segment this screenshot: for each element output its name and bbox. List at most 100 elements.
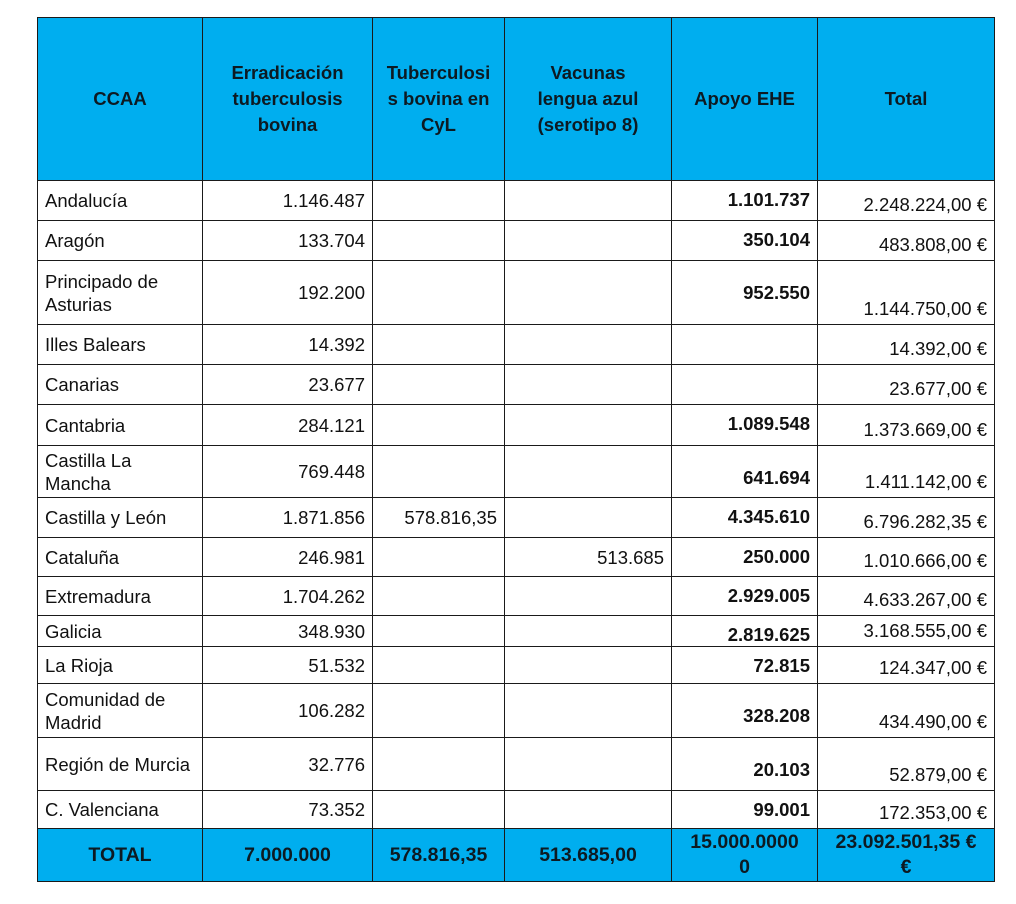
table-row: Canarias 23.677 23.677,00 € — [37, 364, 995, 405]
cell-vacunas — [504, 737, 672, 791]
cell-ccaa: Comunidad de Madrid — [37, 683, 203, 738]
table-row: C. Valenciana 73.352 99.001 172.353,00 € — [37, 790, 995, 829]
cell-erradicacion: 284.121 — [202, 404, 373, 446]
cell-total: 172.353,00 € — [817, 790, 995, 829]
cell-tb-cyl — [372, 220, 505, 261]
cell-ehe: 350.104 — [671, 220, 818, 261]
cell-tb-cyl: 578.816,35 — [372, 497, 505, 538]
totals-ehe: 15.000.0000 0 — [671, 828, 818, 882]
totals-tb-cyl: 578.816,35 — [372, 828, 505, 882]
cell-vacunas — [504, 324, 672, 365]
cell-total: 52.879,00 € — [817, 737, 995, 791]
header-apoyo-ehe: Apoyo EHE — [671, 17, 818, 181]
totals-total: 23.092.501,35 € € — [817, 828, 995, 882]
cell-vacunas — [504, 220, 672, 261]
cell-tb-cyl — [372, 646, 505, 684]
cell-vacunas — [504, 404, 672, 446]
cell-total: 4.633.267,00 € — [817, 576, 995, 616]
cell-ccaa: Extremadura — [37, 576, 203, 616]
cell-tb-cyl — [372, 364, 505, 405]
cell-total: 1.411.142,00 € — [817, 445, 995, 498]
cell-ehe: 641.694 — [671, 445, 818, 498]
cell-tb-cyl — [372, 445, 505, 498]
table-row: Castilla y León 1.871.856 578.816,35 4.345.… — [37, 497, 995, 538]
cell-erradicacion: 73.352 — [202, 790, 373, 829]
cell-erradicacion: 246.981 — [202, 537, 373, 577]
cell-ehe: 328.208 — [671, 683, 818, 738]
cell-vacunas — [504, 576, 672, 616]
cell-vacunas — [504, 180, 672, 221]
cell-vacunas — [504, 790, 672, 829]
table-row: Aragón 133.704 350.104 483.808,00 € — [37, 220, 995, 261]
totals-vacunas: 513.685,00 — [504, 828, 672, 882]
cell-ccaa: Castilla La Mancha — [37, 445, 203, 498]
table-row: Galicia 348.930 2.819.625 3.168.555,00 € — [37, 615, 995, 647]
cell-ccaa: C. Valenciana — [37, 790, 203, 829]
cell-ccaa: Galicia — [37, 615, 203, 647]
cell-tb-cyl — [372, 737, 505, 791]
cell-tb-cyl — [372, 576, 505, 616]
cell-vacunas — [504, 445, 672, 498]
cell-ehe: 250.000 — [671, 537, 818, 577]
header-tb-cyl: Tuberculosi s bovina en CyL — [372, 17, 505, 181]
cell-erradicacion: 14.392 — [202, 324, 373, 365]
cell-erradicacion: 1.146.487 — [202, 180, 373, 221]
table-row: Cataluña 246.981 513.685 250.000 1.010.666,0… — [37, 537, 995, 577]
cell-total: 3.168.555,00 € — [817, 615, 995, 647]
cell-vacunas — [504, 683, 672, 738]
cell-ccaa: Cataluña — [37, 537, 203, 577]
cell-tb-cyl — [372, 324, 505, 365]
cell-ccaa: Aragón — [37, 220, 203, 261]
cell-ccaa: Región de Murcia — [37, 737, 203, 791]
table-row: Comunidad de Madrid 106.282 328.208 434.490… — [37, 683, 995, 738]
cell-total: 14.392,00 € — [817, 324, 995, 365]
header-ccaa: CCAA — [37, 17, 203, 181]
header-erradicacion: Erradicación tuberculosis bovina — [202, 17, 373, 181]
table-row: Extremadura 1.704.262 2.929.005 4.633.267,0… — [37, 576, 995, 616]
cell-total: 483.808,00 € — [817, 220, 995, 261]
cell-tb-cyl — [372, 404, 505, 446]
cell-vacunas — [504, 497, 672, 538]
cell-tb-cyl — [372, 260, 505, 325]
cell-tb-cyl — [372, 537, 505, 577]
cell-total: 1.144.750,00 € — [817, 260, 995, 325]
cell-ehe: 952.550 — [671, 260, 818, 325]
cell-ehe: 20.103 — [671, 737, 818, 791]
cell-total: 23.677,00 € — [817, 364, 995, 405]
cell-ehe: 72.815 — [671, 646, 818, 684]
totals-erradicacion: 7.000.000 — [202, 828, 373, 882]
cell-ccaa: Castilla y León — [37, 497, 203, 538]
table-row: Illes Balears 14.392 14.392,00 € — [37, 324, 995, 365]
cell-ehe: 4.345.610 — [671, 497, 818, 538]
cell-ccaa: Andalucía — [37, 180, 203, 221]
cell-total: 1.373.669,00 € — [817, 404, 995, 446]
cell-ehe: 99.001 — [671, 790, 818, 829]
cell-total: 434.490,00 € — [817, 683, 995, 738]
cell-ccaa: La Rioja — [37, 646, 203, 684]
cell-vacunas — [504, 260, 672, 325]
cell-tb-cyl — [372, 180, 505, 221]
cell-ehe: 2.819.625 — [671, 615, 818, 647]
cell-vacunas — [504, 646, 672, 684]
cell-ccaa: Canarias — [37, 364, 203, 405]
cell-total: 6.796.282,35 € — [817, 497, 995, 538]
totals-row: TOTAL 7.000.000 578.816,35 513.685,00 15… — [37, 828, 995, 882]
totals-label: TOTAL — [37, 828, 203, 882]
table-row: Principado de Asturias 192.200 952.550 1.14… — [37, 260, 995, 325]
cell-vacunas — [504, 615, 672, 647]
table-row: Castilla La Mancha 769.448 641.694 1.411.14… — [37, 445, 995, 498]
cell-erradicacion: 348.930 — [202, 615, 373, 647]
cell-total: 2.248.224,00 € — [817, 180, 995, 221]
cell-tb-cyl — [372, 790, 505, 829]
cell-erradicacion: 192.200 — [202, 260, 373, 325]
header-vacunas: Vacunas lengua azul (serotipo 8) — [504, 17, 672, 181]
cell-ehe: 1.101.737 — [671, 180, 818, 221]
cell-erradicacion: 1.704.262 — [202, 576, 373, 616]
table-row: Andalucía 1.146.487 1.101.737 2.248.224,00 … — [37, 180, 995, 221]
cell-ccaa: Illes Balears — [37, 324, 203, 365]
table-row: Región de Murcia 32.776 20.103 52.879,00 € — [37, 737, 995, 791]
cell-tb-cyl — [372, 615, 505, 647]
cell-erradicacion: 133.704 — [202, 220, 373, 261]
cell-erradicacion: 106.282 — [202, 683, 373, 738]
cell-ccaa: Cantabria — [37, 404, 203, 446]
